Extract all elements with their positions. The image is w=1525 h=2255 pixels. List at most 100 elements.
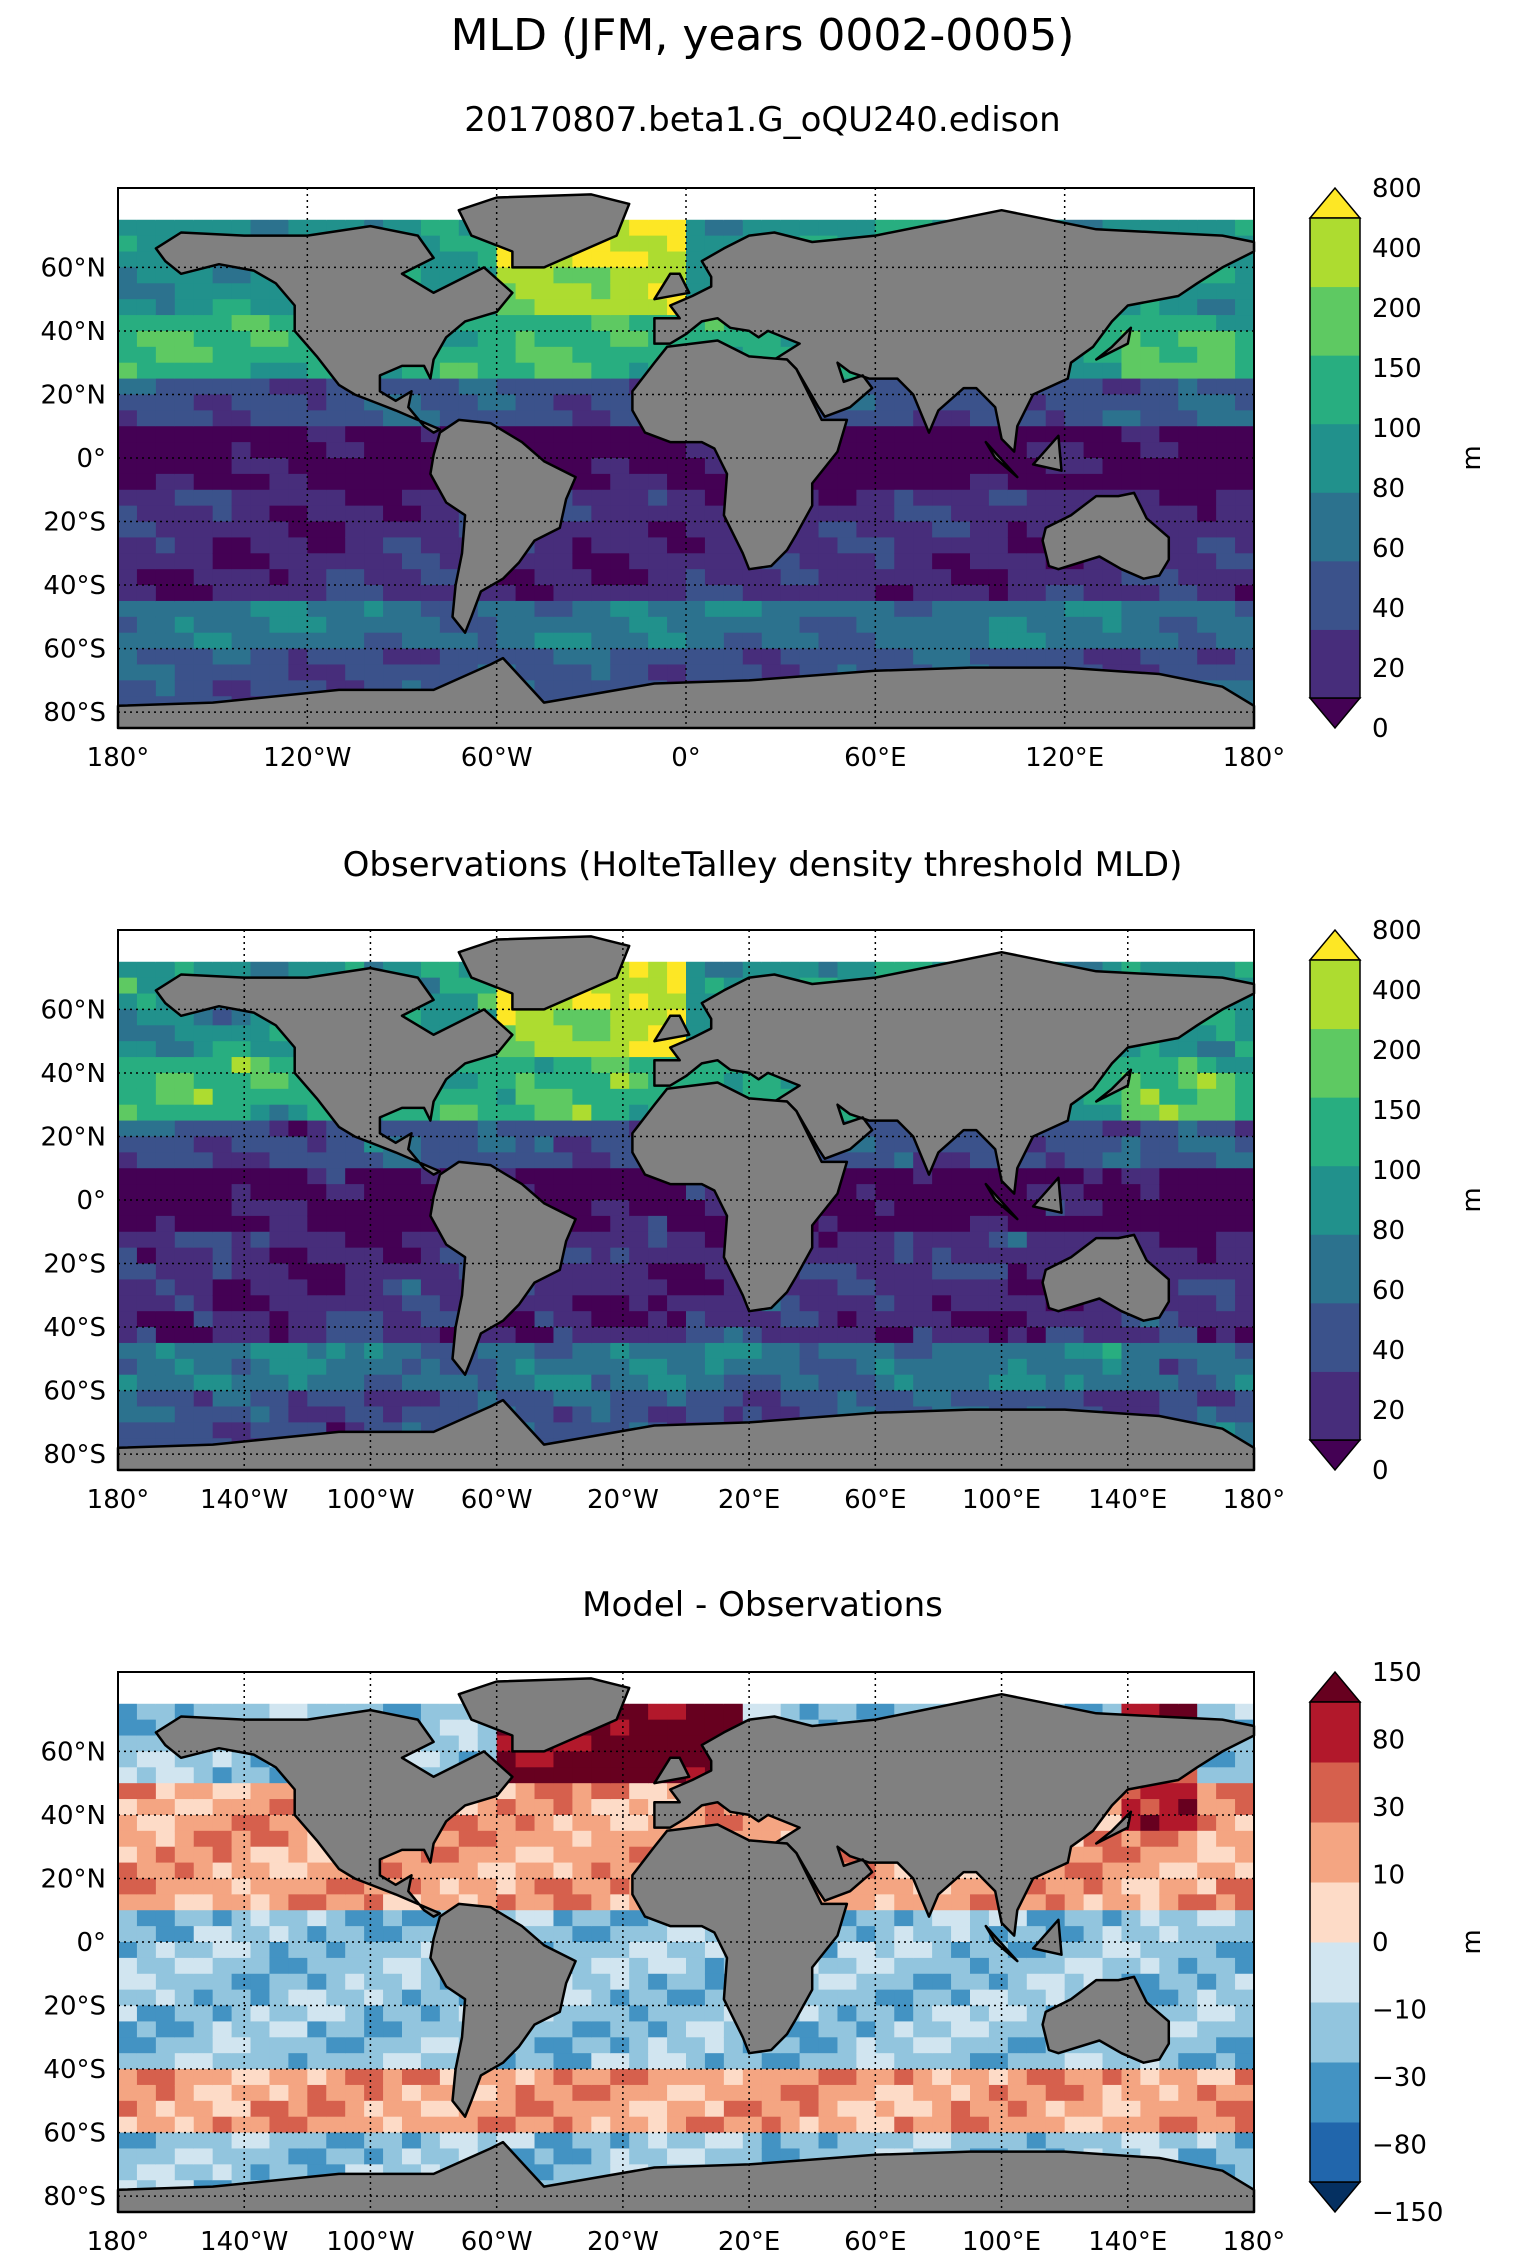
field-cell <box>155 930 176 947</box>
field-cell <box>383 2084 403 2102</box>
field-cell <box>1064 648 1085 666</box>
field-cell <box>345 505 365 523</box>
field-cell <box>155 569 176 586</box>
field-cell <box>951 458 971 475</box>
field-cell <box>591 632 611 650</box>
field-cell <box>477 362 498 380</box>
field-cell <box>534 2021 555 2038</box>
field-cell <box>951 1311 971 1328</box>
field-cell <box>212 632 233 650</box>
field-cell <box>118 1311 138 1328</box>
field-cell <box>572 1104 592 1122</box>
field-cell <box>591 505 611 523</box>
field-cell <box>136 1719 157 1737</box>
field-cell <box>1197 1390 1217 1408</box>
field-cell <box>932 616 952 634</box>
field-cell <box>193 1215 214 1233</box>
field-cell <box>1121 188 1141 205</box>
field-cell <box>591 1247 611 1265</box>
field-cell <box>496 330 517 348</box>
field-cell <box>591 330 611 348</box>
field-cell <box>932 632 952 650</box>
field-cell <box>383 1672 403 1689</box>
field-cell <box>118 473 138 491</box>
field-cell <box>174 346 195 364</box>
field-cell <box>610 1041 630 1058</box>
field-cell <box>174 489 195 507</box>
field-cell <box>1216 1072 1236 1090</box>
field-cell <box>193 1168 214 1185</box>
field-cell <box>686 1406 706 1423</box>
field-cell <box>667 489 687 507</box>
field-cell <box>420 1120 441 1138</box>
field-cell <box>591 1009 611 1026</box>
field-cell <box>1102 188 1123 205</box>
field-cell <box>174 2132 195 2150</box>
field-cell <box>136 961 157 979</box>
field-cell <box>988 1231 1009 1249</box>
field-cell <box>420 616 441 634</box>
field-cell <box>420 1342 441 1360</box>
field-cell <box>288 1358 308 1376</box>
field-cell <box>875 1120 895 1138</box>
field-cell <box>932 1374 952 1392</box>
field-cell <box>856 569 876 586</box>
field-cell <box>875 585 895 602</box>
field-cell <box>250 930 271 947</box>
field-cell <box>932 473 952 491</box>
field-cell <box>818 930 839 947</box>
field-cell <box>155 1120 176 1138</box>
field-cell <box>307 1104 327 1122</box>
field-cell <box>951 553 971 570</box>
field-cell <box>1083 442 1104 459</box>
field-cell <box>326 1878 346 1895</box>
field-cell <box>269 1263 289 1281</box>
field-cell <box>894 1168 914 1185</box>
field-cell <box>894 1358 914 1376</box>
field-cell <box>951 1215 971 1233</box>
field-cell <box>250 600 271 618</box>
field-cell <box>212 1358 233 1376</box>
lat-tick-label: 40°N <box>40 1059 106 1089</box>
field-cell <box>818 1279 839 1296</box>
field-cell <box>307 930 327 947</box>
field-cell <box>648 1215 668 1233</box>
field-cell <box>799 1263 820 1281</box>
field-cell <box>1197 1406 1217 1423</box>
field-cell <box>1045 1247 1066 1265</box>
colorbar-swatch <box>1310 560 1360 630</box>
field-cell <box>288 1152 308 1169</box>
field-cell <box>193 394 214 411</box>
field-cell <box>572 680 592 697</box>
field-cell <box>1235 521 1255 539</box>
field-cell <box>307 2037 327 2054</box>
field-cell <box>212 1767 233 1784</box>
field-cell <box>894 458 914 475</box>
field-cell <box>250 1072 271 1090</box>
field-cell <box>231 346 252 364</box>
field-cell <box>951 632 971 650</box>
field-cell <box>610 489 630 507</box>
field-cell <box>534 1184 555 1201</box>
lon-tick-label: 20°E <box>718 1485 781 1515</box>
field-cell <box>364 458 384 475</box>
field-cell <box>856 203 876 221</box>
field-cell <box>572 505 592 523</box>
field-cell <box>780 600 801 618</box>
field-cell <box>155 1327 176 1344</box>
field-cell <box>1083 1200 1104 1217</box>
field-cell <box>326 1973 346 1991</box>
field-cell <box>913 458 933 475</box>
field-cell <box>269 2005 289 2023</box>
field-cell <box>250 1406 271 1423</box>
field-cell <box>193 410 214 427</box>
field-cell <box>212 1247 233 1265</box>
field-cell <box>667 553 687 570</box>
field-cell <box>1121 1104 1141 1122</box>
field-cell <box>402 521 422 539</box>
field-cell <box>174 2164 195 2181</box>
field-cell <box>193 1957 214 1975</box>
field-cell <box>515 394 536 411</box>
field-cell <box>629 1311 649 1328</box>
